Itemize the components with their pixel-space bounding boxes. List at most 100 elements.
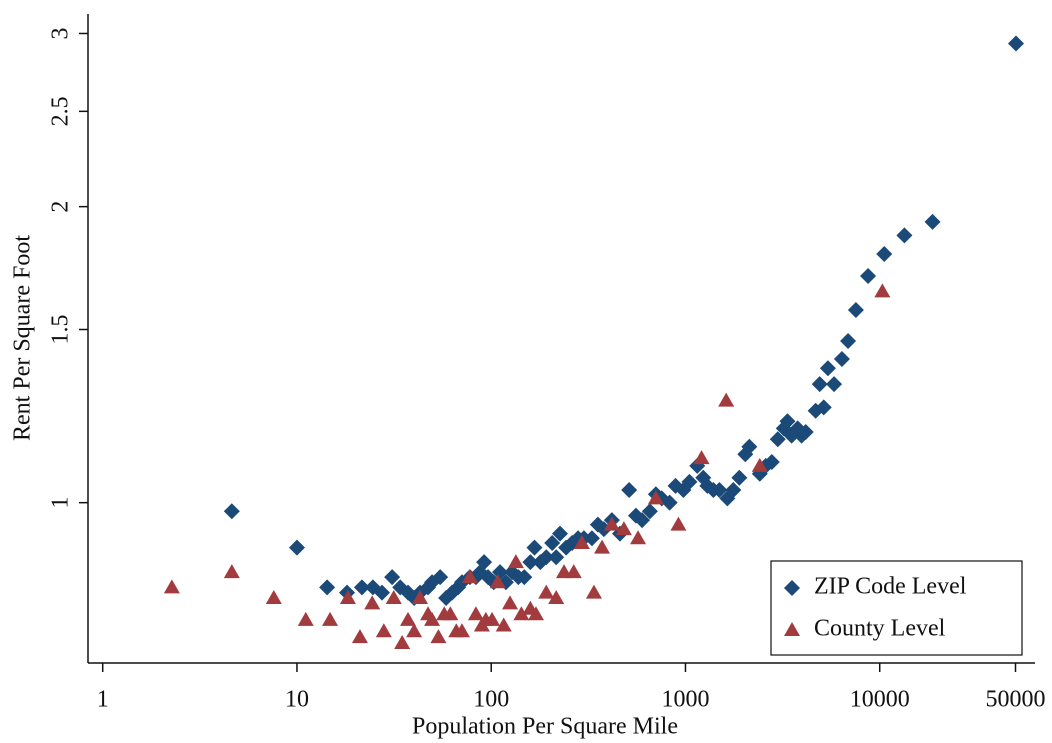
triangle-point xyxy=(495,617,512,632)
triangle-point xyxy=(385,589,402,604)
x-tick-label: 10 xyxy=(285,687,309,713)
triangle-point xyxy=(442,606,459,621)
diamond-point xyxy=(681,473,698,490)
diamond-point xyxy=(833,350,850,367)
diamond-point xyxy=(634,512,651,529)
triangle-point xyxy=(502,595,519,610)
diamond-point xyxy=(876,246,893,263)
diamond-point xyxy=(552,525,569,542)
diamond-point xyxy=(815,399,832,416)
y-tick-label: 2 xyxy=(48,201,74,213)
triangle-point xyxy=(265,589,282,604)
y-tick-label: 2.5 xyxy=(48,96,74,126)
triangle-point xyxy=(513,606,530,621)
diamond-point xyxy=(811,376,828,393)
diamond-point xyxy=(840,333,857,350)
triangle-point xyxy=(507,554,524,569)
diamond-point xyxy=(1008,35,1025,52)
triangle-point xyxy=(412,589,429,604)
x-axis-label: Population Per Square Mile xyxy=(412,714,678,740)
triangle-point xyxy=(364,595,381,610)
diamond-point xyxy=(924,213,941,230)
triangle-point xyxy=(461,569,478,584)
diamond-point xyxy=(476,554,493,571)
legend: ZIP Code Level County Level xyxy=(770,560,1023,656)
diamond-point xyxy=(353,579,370,596)
diamond-point xyxy=(432,569,449,586)
triangle-point xyxy=(453,623,470,638)
triangle-point xyxy=(163,579,180,594)
x-tick-label: 100 xyxy=(473,687,509,713)
triangle-point xyxy=(430,629,447,644)
diamond-point xyxy=(731,469,748,486)
triangle-point xyxy=(548,589,565,604)
diamond-point xyxy=(526,539,543,556)
diamond-point xyxy=(769,431,786,448)
diamond-point xyxy=(711,482,728,499)
triangle-point xyxy=(351,629,368,644)
triangle-point xyxy=(527,606,544,621)
triangle-point xyxy=(718,392,735,407)
diamond-point xyxy=(641,503,658,520)
diamond-point xyxy=(896,227,913,244)
triangle-point xyxy=(467,606,484,621)
diamond-point xyxy=(847,302,864,319)
x-tick-label: 50000 xyxy=(986,687,1046,713)
triangle-point xyxy=(406,623,423,638)
triangle-point xyxy=(670,516,687,531)
diamond-point xyxy=(621,482,638,499)
triangle-point xyxy=(565,564,582,579)
triangle-point xyxy=(400,611,417,626)
diamond-point xyxy=(544,534,561,551)
diamond-point xyxy=(583,530,600,547)
diamond-point xyxy=(288,539,305,556)
diamond-point xyxy=(779,413,796,430)
diamond-point xyxy=(522,554,539,571)
x-tick-label: 1000 xyxy=(661,687,709,713)
legend-label: County Level xyxy=(814,616,946,642)
legend-box xyxy=(770,560,1023,656)
triangle-point xyxy=(394,634,411,649)
diamond-point xyxy=(826,376,843,393)
triangle-point xyxy=(375,623,392,638)
y-tick-label: 1 xyxy=(48,497,74,509)
triangle-point xyxy=(538,584,555,599)
diamond-point xyxy=(516,569,533,586)
triangle-point xyxy=(489,574,506,589)
triangle-point xyxy=(223,564,240,579)
y-axis-label: Rent Per Square Foot xyxy=(10,235,36,441)
diamond-point xyxy=(548,549,565,566)
triangle-point xyxy=(647,490,664,505)
triangle-point xyxy=(297,611,314,626)
triangle-point xyxy=(615,521,632,536)
triangle-point xyxy=(693,450,710,465)
diamond-point xyxy=(384,569,401,586)
diamond-point xyxy=(538,549,555,566)
triangle-point xyxy=(339,589,356,604)
diamond-point xyxy=(319,579,336,596)
triangle-point xyxy=(322,611,339,626)
diamond-point xyxy=(784,580,800,596)
diamond-point xyxy=(492,564,509,581)
y-tick-label: 3 xyxy=(48,27,74,39)
diamond-point xyxy=(373,584,390,601)
triangle-point xyxy=(585,584,602,599)
diamond-point xyxy=(860,268,877,285)
triangle-point xyxy=(874,283,891,298)
triangle-point xyxy=(573,534,590,549)
triangle-point xyxy=(484,611,501,626)
triangle-point xyxy=(630,530,647,545)
diamond-point xyxy=(661,494,678,511)
triangle-point xyxy=(751,457,768,472)
legend-label: ZIP Code Level xyxy=(814,574,967,600)
diamond-point xyxy=(797,423,814,440)
diamond-point xyxy=(741,438,758,455)
diamond-point xyxy=(223,503,240,520)
diamond-point xyxy=(819,360,836,377)
x-tick-label: 10000 xyxy=(850,687,910,713)
diamond-point xyxy=(763,453,780,470)
y-tick-label: 1.5 xyxy=(48,315,74,345)
triangle-point xyxy=(603,516,620,531)
triangle-point xyxy=(424,611,441,626)
